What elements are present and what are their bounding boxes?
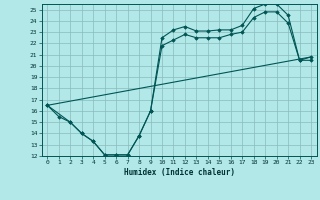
X-axis label: Humidex (Indice chaleur): Humidex (Indice chaleur): [124, 168, 235, 177]
